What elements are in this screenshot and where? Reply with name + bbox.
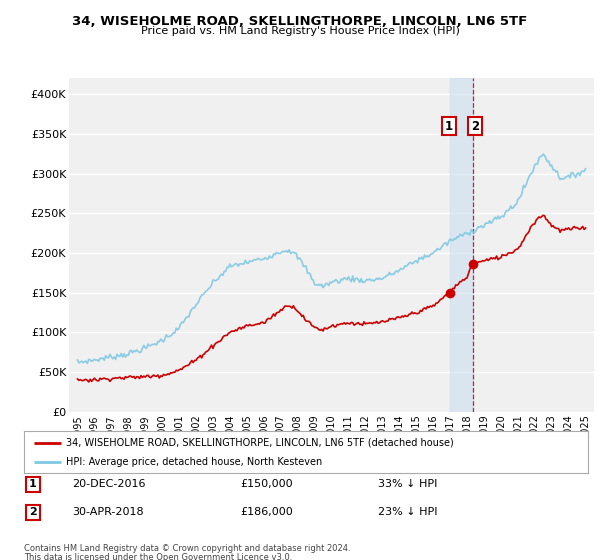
Text: £150,000: £150,000 [240, 479, 293, 489]
Text: 34, WISEHOLME ROAD, SKELLINGTHORPE, LINCOLN, LN6 5TF (detached house): 34, WISEHOLME ROAD, SKELLINGTHORPE, LINC… [66, 437, 454, 447]
Text: 23% ↓ HPI: 23% ↓ HPI [378, 507, 437, 517]
Text: 30-APR-2018: 30-APR-2018 [72, 507, 143, 517]
Text: 1: 1 [29, 479, 37, 489]
Text: This data is licensed under the Open Government Licence v3.0.: This data is licensed under the Open Gov… [24, 553, 292, 560]
Text: 34, WISEHOLME ROAD, SKELLINGTHORPE, LINCOLN, LN6 5TF: 34, WISEHOLME ROAD, SKELLINGTHORPE, LINC… [73, 15, 527, 27]
Text: 2: 2 [471, 119, 479, 133]
Text: HPI: Average price, detached house, North Kesteven: HPI: Average price, detached house, Nort… [66, 457, 323, 467]
Text: Contains HM Land Registry data © Crown copyright and database right 2024.: Contains HM Land Registry data © Crown c… [24, 544, 350, 553]
Text: 2: 2 [29, 507, 37, 517]
Text: 20-DEC-2016: 20-DEC-2016 [72, 479, 146, 489]
Text: £186,000: £186,000 [240, 507, 293, 517]
Text: 33% ↓ HPI: 33% ↓ HPI [378, 479, 437, 489]
Text: 1: 1 [445, 119, 453, 133]
Text: Price paid vs. HM Land Registry's House Price Index (HPI): Price paid vs. HM Land Registry's House … [140, 26, 460, 36]
Bar [449, 78, 473, 412]
